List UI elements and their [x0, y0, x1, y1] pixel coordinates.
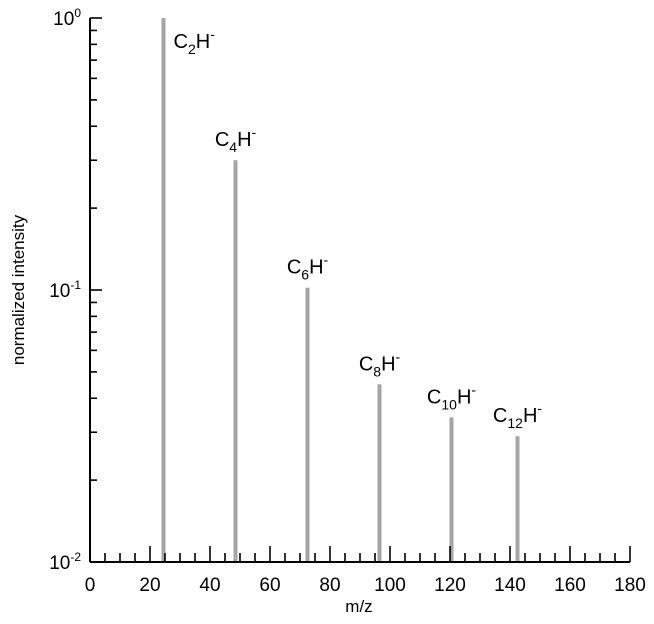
x-ticks: 0 20 40 60 80 100 120 140 160 180 — [85, 546, 646, 596]
peak-bar-1 — [233, 160, 238, 562]
x-tick-label: 80 — [319, 575, 340, 596]
x-tick-label: 160 — [554, 575, 586, 596]
x-tick-label: 120 — [434, 575, 466, 596]
y-tick-label: 10-1 — [49, 278, 81, 302]
peak-label-1: C4H- — [215, 124, 257, 155]
peak-label-3: C8H- — [359, 348, 401, 379]
peak-bar-5 — [515, 436, 520, 562]
peak-bar-3 — [377, 384, 382, 562]
y-tick-label: 100 — [53, 6, 81, 30]
peak-labels: C2H- C4H- C6H- C8H- C10H- C12H- — [174, 26, 543, 431]
y-axis-title: normalized intensity — [9, 214, 28, 365]
x-tick-label: 60 — [259, 575, 280, 596]
peak-label-0: C2H- — [174, 26, 216, 57]
x-tick-label: 140 — [494, 575, 526, 596]
peak-label-4: C10H- — [427, 381, 476, 412]
y-ticks: 10-2 10-1 100 — [49, 6, 102, 574]
axes — [89, 18, 630, 563]
peak-bars — [161, 18, 520, 562]
x-tick-label: 40 — [199, 575, 220, 596]
y-tick-label: 10-2 — [49, 550, 81, 574]
peak-bar-4 — [449, 417, 454, 562]
peak-bar-0 — [161, 18, 166, 562]
x-axis-title: m/z — [345, 597, 372, 616]
x-tick-label: 100 — [374, 575, 406, 596]
peak-label-5: C12H- — [493, 400, 542, 431]
x-tick-label: 0 — [85, 575, 96, 596]
x-tick-label: 20 — [139, 575, 160, 596]
peak-label-2: C6H- — [287, 252, 329, 283]
x-tick-label: 180 — [614, 575, 646, 596]
peak-bar-2 — [305, 287, 310, 562]
